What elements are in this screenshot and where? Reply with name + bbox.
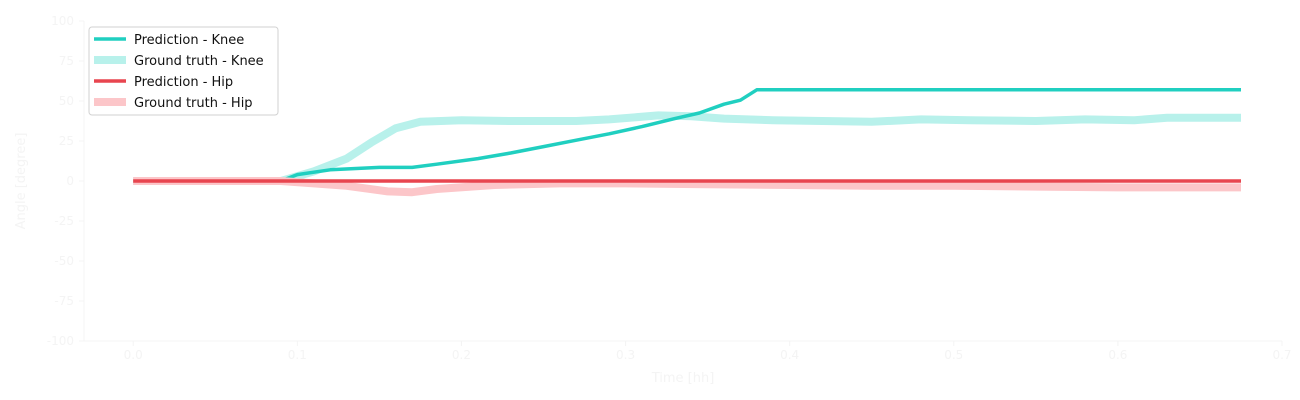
y-tick-label: -50: [54, 254, 74, 268]
series-line-ground-truth-hip: [133, 177, 1241, 197]
y-axis-title: Angle [degree]: [14, 133, 29, 230]
y-tick-label: 0: [66, 174, 74, 188]
y-ticks: 100 75 50 25 0 -25 -50 -75 -100: [47, 14, 84, 348]
x-tick-label: 0.3: [616, 348, 635, 362]
x-tick-label: 0.4: [780, 348, 799, 362]
series-layer: [133, 88, 1241, 197]
legend-box: [88, 26, 279, 116]
x-tick-label: 0.6: [1108, 348, 1127, 362]
y-tick-label: 25: [59, 134, 74, 148]
x-tick-label: 0.7: [1272, 348, 1291, 362]
x-ticks: 0.0 0.1 0.2 0.3 0.4 0.5 0.6 0.7: [124, 341, 1292, 362]
y-tick-label: -75: [54, 294, 74, 308]
y-tick-label: -25: [54, 214, 74, 228]
x-tick-label: 0.2: [452, 348, 471, 362]
x-tick-label: 0.1: [288, 348, 307, 362]
legend-entries: Prediction - Knee Ground truth - Knee Pred…: [94, 33, 264, 111]
y-tick-label: 50: [59, 94, 74, 108]
x-tick-label: 0.0: [124, 348, 143, 362]
series-line-ground-truth-knee: [133, 111, 1241, 185]
series-line-prediction-knee: [133, 88, 1241, 183]
y-tick-label: 75: [59, 54, 74, 68]
y-tick-label: 100: [51, 14, 74, 28]
legend: Prediction - Knee Ground truth - Knee Pred…: [88, 26, 279, 116]
legend-label: Prediction - Knee: [134, 33, 244, 48]
x-axis-title: Time [hh]: [651, 371, 715, 386]
legend-label: Ground truth - Knee: [134, 54, 264, 69]
legend-label: Ground truth - Hip: [134, 96, 253, 111]
legend-label: Prediction - Hip: [134, 75, 233, 90]
y-tick-label: -100: [47, 334, 74, 348]
x-tick-label: 0.5: [944, 348, 963, 362]
